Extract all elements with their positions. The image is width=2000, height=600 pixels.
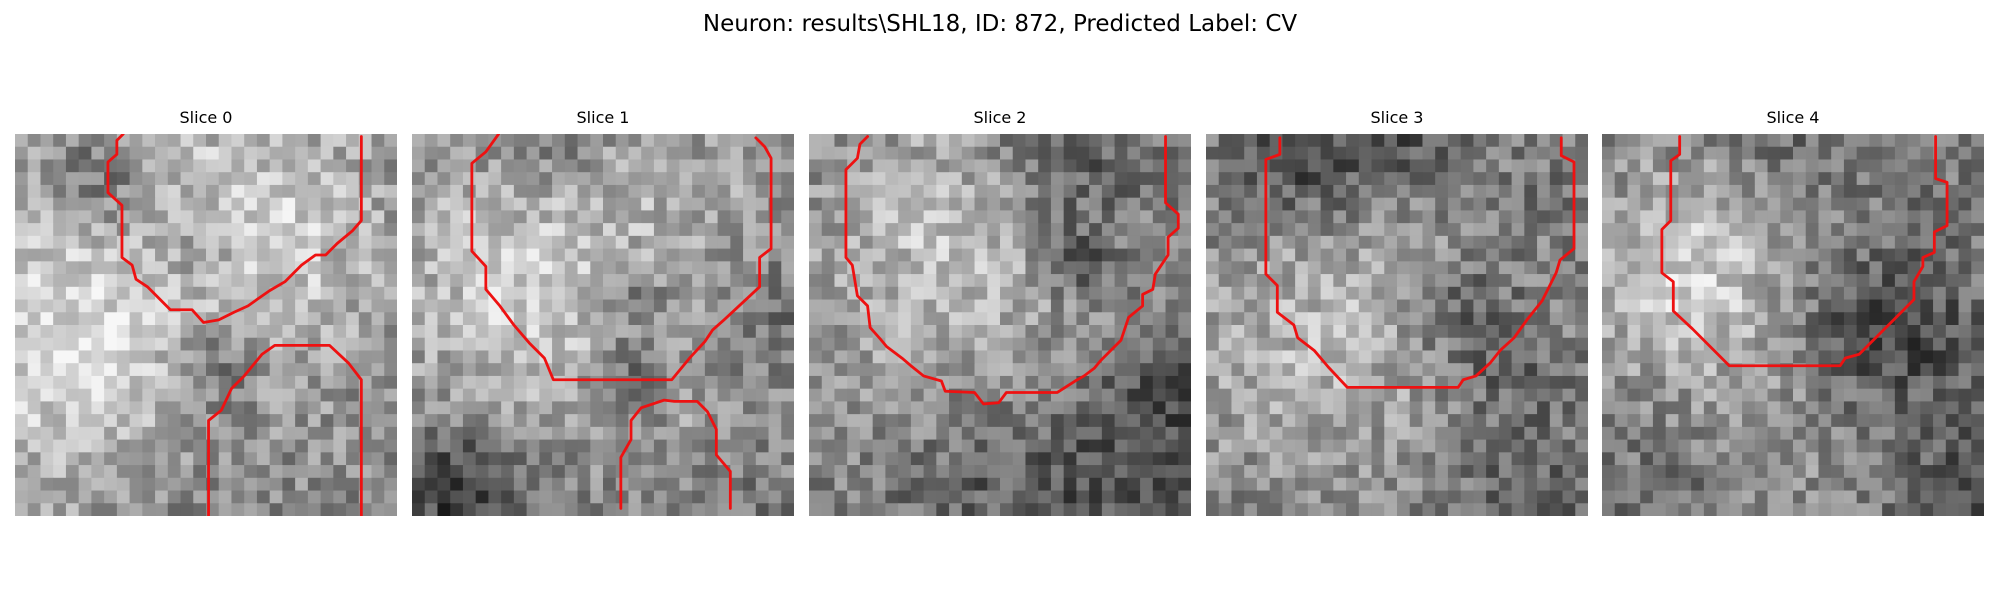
slice-title: Slice 0 [179,108,233,127]
slice-panel-4: Slice 4 [1602,108,1984,518]
segmentation-contour [470,134,773,382]
segmentation-contour [1660,135,1949,368]
segmentation-contour [1264,136,1576,389]
segmentation-contour [844,135,1180,406]
slice-image [1602,134,1984,516]
segmentation-contour [207,343,363,516]
segmentation-contour [106,134,363,324]
slice-image [1206,134,1588,516]
slice-image [412,134,794,516]
slice-panel-2: Slice 2 [809,108,1191,518]
slice-title: Slice 2 [973,108,1027,127]
slice-image [809,134,1191,516]
slice-title: Slice 4 [1766,108,1820,127]
slice-image [15,134,397,516]
slice-panel-3: Slice 3 [1206,108,1588,518]
slice-title: Slice 1 [576,108,630,127]
slice-panel-0: Slice 0 [15,108,397,518]
slice-title: Slice 3 [1370,108,1424,127]
segmentation-contour [619,398,732,510]
slice-panel-1: Slice 1 [412,108,794,518]
figure-title: Neuron: results\SHL18, ID: 872, Predicte… [702,11,1298,37]
